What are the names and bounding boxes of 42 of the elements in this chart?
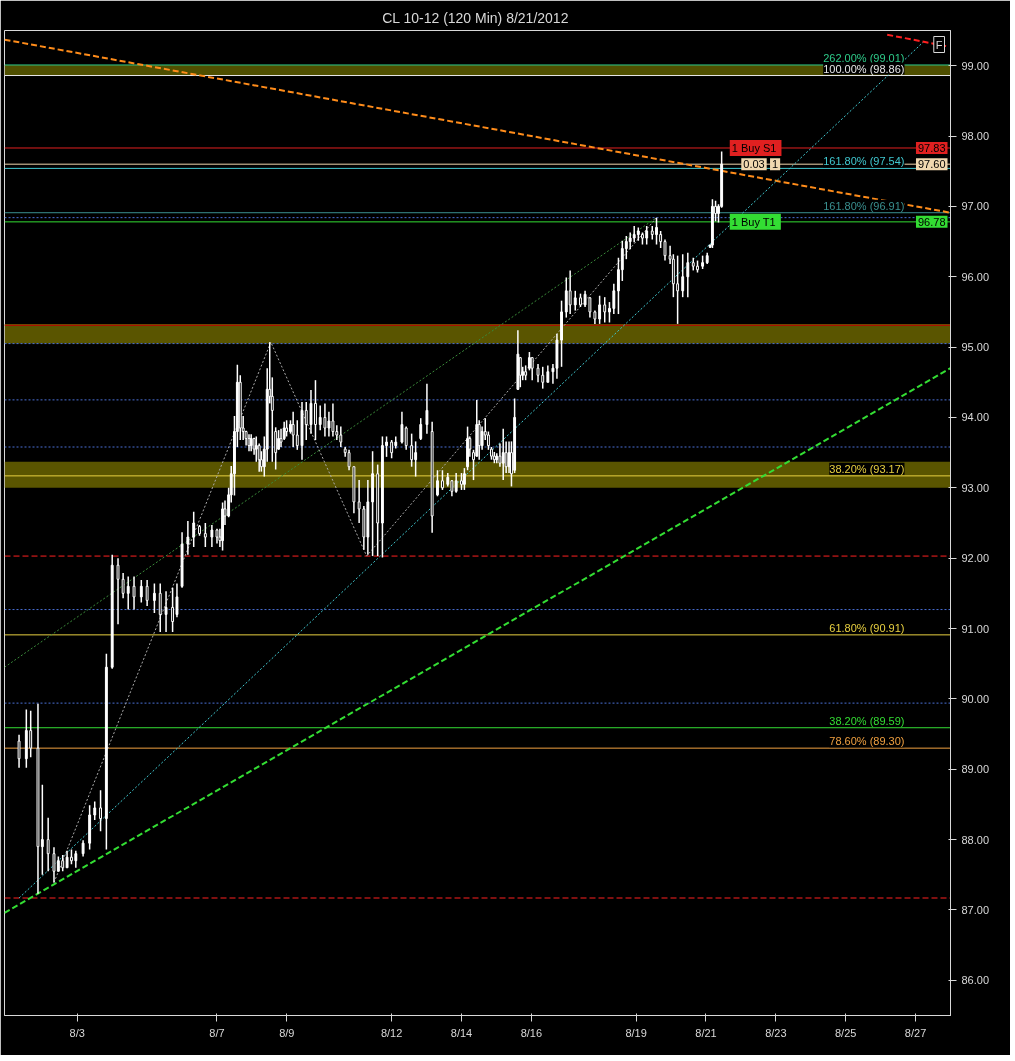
y-tick-label: 89.00 bbox=[961, 763, 990, 776]
x-tick-label: 8/3 bbox=[69, 1026, 85, 1039]
y-tick-label: 87.00 bbox=[961, 903, 990, 916]
y-tick-label: 86.00 bbox=[961, 974, 990, 987]
y-tick-label: 99.00 bbox=[961, 59, 990, 72]
annotation: 97.60 bbox=[917, 158, 946, 171]
y-tick-label: 94.00 bbox=[961, 411, 990, 424]
x-tick-label: 8/25 bbox=[835, 1026, 857, 1039]
x-tick-label: 8/16 bbox=[520, 1026, 543, 1039]
ref-line-label: 61.80% (90.91) bbox=[829, 621, 905, 634]
y-tick-label: 97.00 bbox=[961, 200, 990, 213]
ref-line-label: 161.80% (97.54) bbox=[823, 155, 905, 168]
chart-title: CL 10-12 (120 Min) 8/21/2012 bbox=[382, 9, 569, 26]
ref-line-label: 78.60% (89.30) bbox=[829, 735, 905, 748]
x-tick-label: 8/12 bbox=[380, 1026, 403, 1039]
y-tick-label: 95.00 bbox=[961, 341, 990, 354]
x-tick-label: 8/7 bbox=[209, 1026, 225, 1039]
annotation: F bbox=[935, 38, 943, 51]
annotation: 96.78 bbox=[917, 215, 946, 228]
x-tick-label: 8/14 bbox=[450, 1026, 473, 1039]
y-tick-label: 96.00 bbox=[961, 270, 990, 283]
x-tick-label: 8/9 bbox=[279, 1026, 295, 1039]
y-tick-label: 88.00 bbox=[961, 833, 990, 846]
annotation: 97.83 bbox=[917, 142, 946, 154]
y-tick-label: 90.00 bbox=[961, 692, 990, 705]
x-tick-label: 8/19 bbox=[625, 1026, 647, 1039]
y-tick-label: 93.00 bbox=[961, 481, 990, 494]
ref-line-label: 100.00% (98.86) bbox=[823, 62, 905, 75]
ref-line-label: 38.20% (93.17) bbox=[829, 462, 905, 475]
x-tick-label: 8/21 bbox=[695, 1026, 717, 1039]
ref-line-label: 38.20% (89.59) bbox=[829, 714, 905, 727]
annotation: 0.03 bbox=[743, 158, 765, 171]
ref-line-label: 161.80% (96.91) bbox=[823, 199, 905, 212]
y-tick-label: 98.00 bbox=[961, 130, 990, 143]
ref-line-label: 262.00% (99.01) bbox=[823, 51, 905, 64]
y-tick-label: 91.00 bbox=[961, 622, 990, 635]
annotation: 1 Buy T1 bbox=[731, 215, 776, 228]
annotation: 1 Buy S1 bbox=[731, 142, 777, 154]
x-tick-label: 8/23 bbox=[765, 1026, 787, 1039]
annotation: 1 bbox=[772, 158, 779, 171]
y-tick-label: 92.00 bbox=[961, 552, 990, 565]
x-tick-label: 8/27 bbox=[904, 1026, 927, 1039]
